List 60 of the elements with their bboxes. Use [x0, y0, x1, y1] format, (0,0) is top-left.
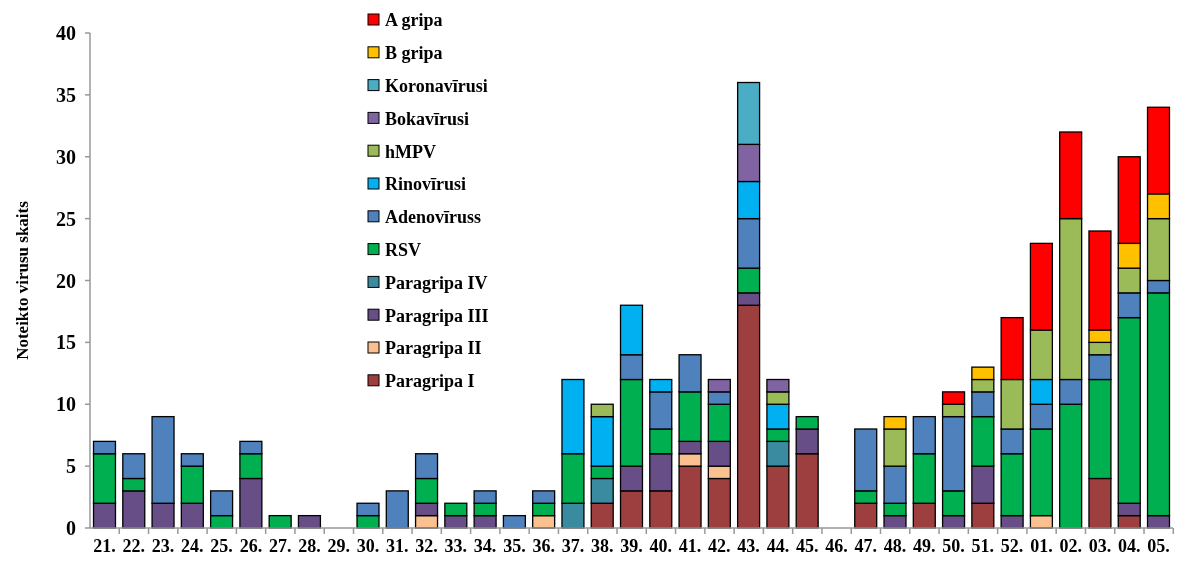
y-tick-label: 15: [56, 331, 76, 354]
legend-label: Paragripa I: [385, 371, 475, 392]
x-tick-label: 41.: [678, 536, 702, 556]
y-tick-label: 40: [56, 22, 76, 44]
x-tick-label: 05.: [1147, 536, 1170, 556]
x-tick-label: 04.: [1117, 536, 1141, 556]
x-tick-label: 27.: [268, 536, 292, 556]
y-tick-label: 30: [56, 145, 76, 168]
x-tick-label: 22.: [122, 536, 146, 556]
x-tick-label: 32.: [415, 536, 438, 556]
x-tick-label: 50.: [942, 536, 965, 556]
legend-label: Paragripa III: [385, 305, 489, 326]
x-tick-label: 24.: [181, 536, 204, 556]
x-tick-label: 45.: [795, 536, 819, 556]
x-tick-label: 43.: [737, 536, 760, 556]
x-tick-label: 36.: [532, 536, 555, 556]
legend-label: Adenovīruss: [385, 207, 482, 228]
y-tick-label: 20: [56, 269, 76, 292]
legend-label: Bokavīrusi: [385, 108, 470, 129]
x-tick-label: 34.: [473, 536, 497, 556]
x-tick-label: 29.: [327, 536, 350, 556]
x-tick-label: 42.: [708, 536, 731, 556]
legend-label: hMPV: [385, 141, 436, 162]
x-tick-label: 28.: [298, 536, 321, 556]
x-tick-label: 40.: [649, 536, 673, 556]
x-tick-label: 26.: [239, 536, 263, 556]
x-tick-label: 39.: [620, 536, 643, 556]
x-tick-label: 25.: [210, 536, 233, 556]
y-tick-label: 35: [56, 83, 76, 106]
x-tick-label: 46.: [825, 536, 848, 556]
y-axis-title: Noteikto virusu skaits: [13, 200, 32, 360]
x-tick-label: 51.: [971, 536, 995, 556]
legend-label: Rinovīrusi: [385, 174, 467, 195]
x-tick-label: 38.: [590, 536, 614, 556]
x-tick-label: 35.: [503, 536, 526, 556]
y-tick-label: 5: [66, 455, 76, 478]
x-tick-label: 49.: [913, 536, 936, 556]
x-tick-label: 02.: [1059, 536, 1082, 556]
bar: [385, 490, 409, 529]
x-tick-label: 01.: [1030, 536, 1053, 556]
legend-label: RSV: [385, 239, 422, 260]
legend-label: Paragripa II: [385, 338, 482, 359]
y-tick-label: 10: [56, 393, 76, 416]
x-tick-label: 23.: [151, 536, 175, 556]
y-tick-label: 0: [66, 517, 76, 539]
x-tick-label: 33.: [444, 536, 468, 556]
legend-label: B gripa: [385, 43, 443, 64]
x-tick-label: 52.: [1000, 536, 1024, 556]
x-tick-label: 37.: [561, 536, 585, 556]
x-tick-label: 30.: [356, 536, 380, 556]
x-tick-label: 21.: [93, 536, 116, 556]
y-tick-label: 25: [56, 207, 76, 230]
x-tick-label: 31.: [386, 536, 409, 556]
legend-label: Paragripa IV: [385, 272, 488, 293]
x-tick-label: 48.: [883, 536, 907, 556]
x-tick-label: 44.: [766, 536, 790, 556]
legend-label: Koronavīrusi: [385, 75, 488, 96]
legend-label: A gripa: [385, 10, 443, 31]
x-tick-label: 47.: [854, 536, 877, 556]
x-tick-label: 03.: [1088, 536, 1112, 556]
